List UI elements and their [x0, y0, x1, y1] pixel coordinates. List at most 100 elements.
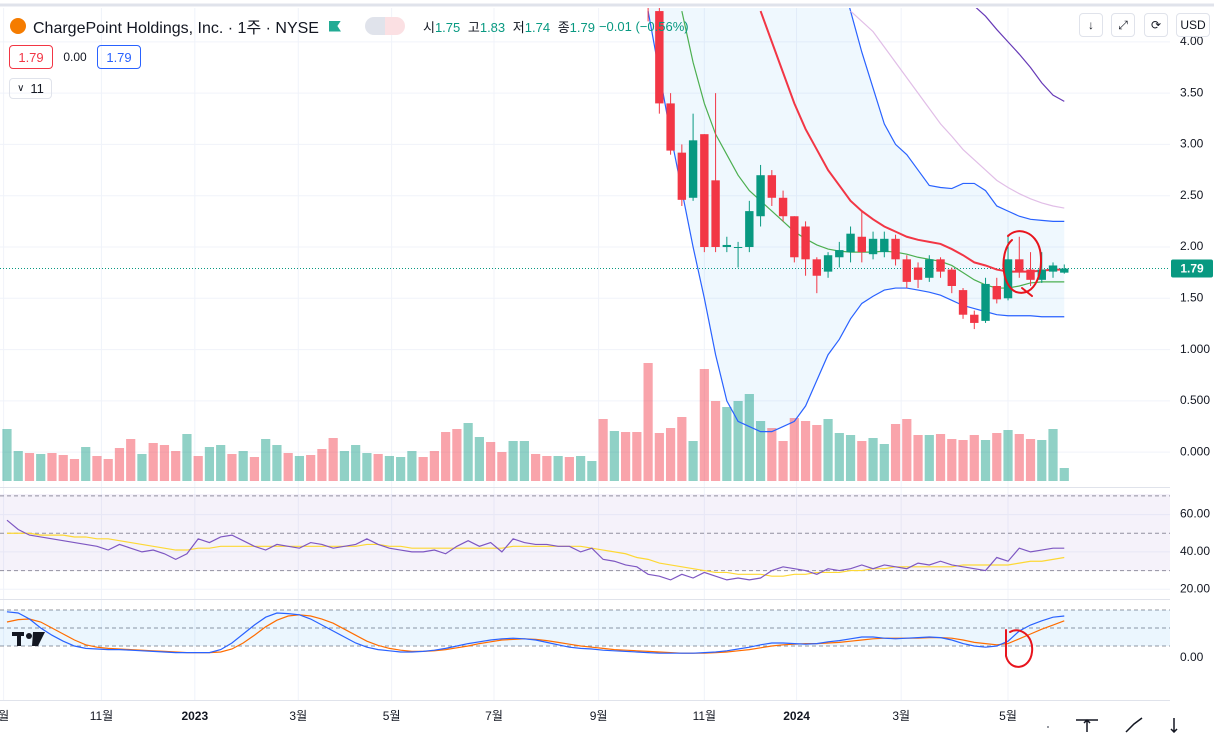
candle-body — [666, 103, 675, 151]
candle-body — [722, 244, 732, 248]
volume-bar — [564, 457, 574, 481]
volume-bar — [47, 453, 57, 481]
candle-body — [711, 180, 720, 248]
volume-bar — [823, 419, 833, 481]
volume-bar — [902, 419, 912, 481]
candle-body — [947, 269, 956, 286]
volume-bar — [654, 433, 664, 481]
annotations — [1002, 230, 1042, 668]
band-fill — [648, 8, 1065, 432]
spread: 0.00 — [63, 50, 87, 64]
volume-bar — [193, 456, 203, 481]
x-tick-label: 3월 — [289, 709, 307, 723]
volume-bar — [1014, 434, 1024, 481]
x-tick-label: 3월 — [892, 709, 910, 723]
x-tick-label: 11월 — [693, 709, 717, 723]
candle-body — [688, 140, 698, 198]
y-tick-label: 0.000 — [1180, 444, 1210, 458]
collapse-button[interactable]: ⤢ — [1111, 13, 1135, 37]
volume-bar — [755, 421, 766, 481]
candle-body — [644, 0, 652, 1]
ohlc-key: 종 — [557, 19, 570, 35]
indicators-toggle[interactable]: ∨ 11 — [9, 78, 52, 99]
last-price-label: 1.79 — [1180, 262, 1204, 276]
volume-bar — [857, 441, 867, 481]
pill[interactable] — [384, 17, 405, 35]
y-tick-label: 2.50 — [1180, 188, 1204, 202]
volume-bar — [92, 456, 102, 481]
volume-bar — [1059, 468, 1069, 481]
candle-body — [756, 175, 765, 217]
watermark-logo — [12, 632, 45, 646]
hand-stroke — [1021, 287, 1033, 297]
tool-icon[interactable] — [1076, 718, 1098, 732]
volume-bar — [373, 454, 383, 481]
candle-body — [846, 233, 855, 253]
stoch-tick-label: 0.00 — [1180, 650, 1204, 664]
volume-bar — [1037, 440, 1047, 481]
volume-bar — [159, 445, 170, 481]
candle-body — [1015, 259, 1024, 272]
candle-body — [655, 11, 664, 104]
candle-body — [733, 247, 743, 249]
volume-bar — [486, 442, 496, 481]
sell-button[interactable]: 1.79 — [9, 45, 53, 69]
last-price-tag — [1171, 259, 1213, 278]
refresh-button[interactable]: ⟳ — [1144, 13, 1168, 37]
tool-dot — [1047, 726, 1049, 728]
pill[interactable] — [364, 17, 385, 35]
compare-pills[interactable] — [364, 17, 405, 35]
stoch-pane — [6, 611, 1065, 654]
price-pane — [2, 0, 1069, 481]
scroll-button[interactable]: ↓ — [1079, 13, 1103, 37]
ohlc: 시1.75 고1.83 저1.74 종1.79 — [423, 17, 595, 36]
y-tick-label: 0.500 — [1180, 393, 1210, 407]
volume-bar — [992, 433, 1002, 481]
rsi-band-fill — [0, 494, 1170, 571]
y-tick-label: 3.50 — [1180, 85, 1204, 99]
tool-icon[interactable] — [1170, 718, 1178, 733]
drawing-toolbar — [1040, 716, 1214, 733]
volume-bar — [272, 445, 282, 481]
volume-bar — [137, 454, 147, 481]
volume-bar — [834, 433, 844, 481]
candle-body — [868, 238, 878, 255]
volume-bar — [868, 438, 878, 481]
volume-bar — [306, 455, 316, 481]
currency-button[interactable]: USD — [1176, 13, 1210, 37]
grid — [0, 8, 1170, 700]
ohlc-key: 고 — [467, 19, 480, 35]
volume-bar — [171, 451, 181, 481]
volume-bar — [924, 435, 934, 481]
volume-bar — [407, 451, 417, 481]
stoch-band-fill — [0, 610, 1170, 646]
candle-body — [677, 152, 687, 200]
volume-bar — [328, 438, 338, 481]
candle-body — [778, 197, 788, 217]
volume-bar — [632, 432, 642, 481]
volume-bar — [800, 421, 811, 481]
volume-bar — [261, 439, 271, 481]
symbol-title[interactable]: ChargePoint Holdings, Inc. · 1주 · NYSE — [33, 20, 319, 37]
volume-bar — [980, 440, 991, 481]
volume-bar — [58, 455, 68, 481]
volume-bar — [845, 435, 856, 481]
hand-circle — [1005, 629, 1034, 668]
buy-button[interactable]: 1.79 — [97, 45, 141, 69]
volume-bar — [103, 459, 113, 481]
candle-body — [767, 175, 777, 198]
ohlc-key: 시 — [422, 19, 435, 35]
ohlc-value: 1.75 — [434, 19, 461, 35]
tool-icon[interactable] — [1125, 717, 1143, 733]
x-tick-label: 5월 — [383, 709, 401, 723]
rsi-tick-label: 60.00 — [1180, 507, 1210, 521]
volume-bar — [429, 451, 439, 481]
x-tick-label: 11월 — [90, 709, 114, 723]
volume-bar — [688, 441, 698, 481]
logo-part — [26, 633, 32, 639]
candle-body — [745, 211, 754, 248]
logo-part — [32, 632, 45, 646]
volume-bar — [890, 424, 901, 481]
y-tick-label: 4.00 — [1180, 34, 1204, 48]
